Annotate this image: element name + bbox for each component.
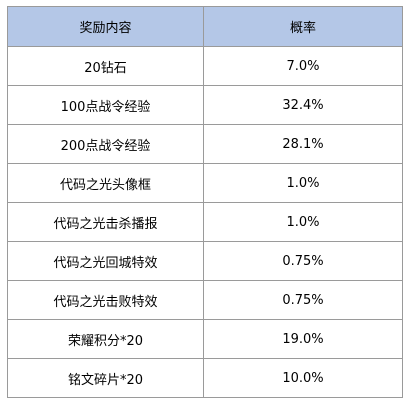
- reward-item-cell: 铭文碎片*20: [7, 358, 204, 398]
- probability-cell: 0.75%: [203, 241, 403, 281]
- reward-item-cell: 代码之光头像框: [7, 163, 204, 203]
- reward-probability-table: 奖励内容 概率 20钻石 7.0% 100点战令经验 32.4% 200点战令经…: [7, 6, 403, 398]
- reward-item-cell: 荣耀积分*20: [7, 319, 204, 359]
- header-reward-content: 奖励内容: [7, 6, 204, 47]
- probability-cell: 10.0%: [203, 358, 403, 398]
- table-row: 100点战令经验 32.4%: [7, 85, 403, 125]
- table-header-row: 奖励内容 概率: [7, 6, 403, 47]
- reward-item-cell: 代码之光回城特效: [7, 241, 204, 281]
- reward-item-cell: 200点战令经验: [7, 124, 204, 164]
- probability-cell: 1.0%: [203, 202, 403, 242]
- table-row: 荣耀积分*20 19.0%: [7, 319, 403, 359]
- table-row: 代码之光击杀播报 1.0%: [7, 202, 403, 242]
- table-row: 代码之光回城特效 0.75%: [7, 241, 403, 281]
- reward-probability-table-container: 奖励内容 概率 20钻石 7.0% 100点战令经验 32.4% 200点战令经…: [7, 6, 403, 399]
- table-row: 20钻石 7.0%: [7, 46, 403, 86]
- reward-item-cell: 20钻石: [7, 46, 204, 86]
- probability-cell: 1.0%: [203, 163, 403, 203]
- header-probability: 概率: [203, 6, 403, 47]
- probability-cell: 19.0%: [203, 319, 403, 359]
- table-row: 代码之光头像框 1.0%: [7, 163, 403, 203]
- table-row: 200点战令经验 28.1%: [7, 124, 403, 164]
- table-row: 代码之光击败特效 0.75%: [7, 280, 403, 320]
- reward-item-cell: 100点战令经验: [7, 85, 204, 125]
- table-row: 铭文碎片*20 10.0%: [7, 358, 403, 398]
- probability-cell: 32.4%: [203, 85, 403, 125]
- probability-cell: 7.0%: [203, 46, 403, 86]
- reward-item-cell: 代码之光击杀播报: [7, 202, 204, 242]
- probability-cell: 0.75%: [203, 280, 403, 320]
- probability-cell: 28.1%: [203, 124, 403, 164]
- reward-item-cell: 代码之光击败特效: [7, 280, 204, 320]
